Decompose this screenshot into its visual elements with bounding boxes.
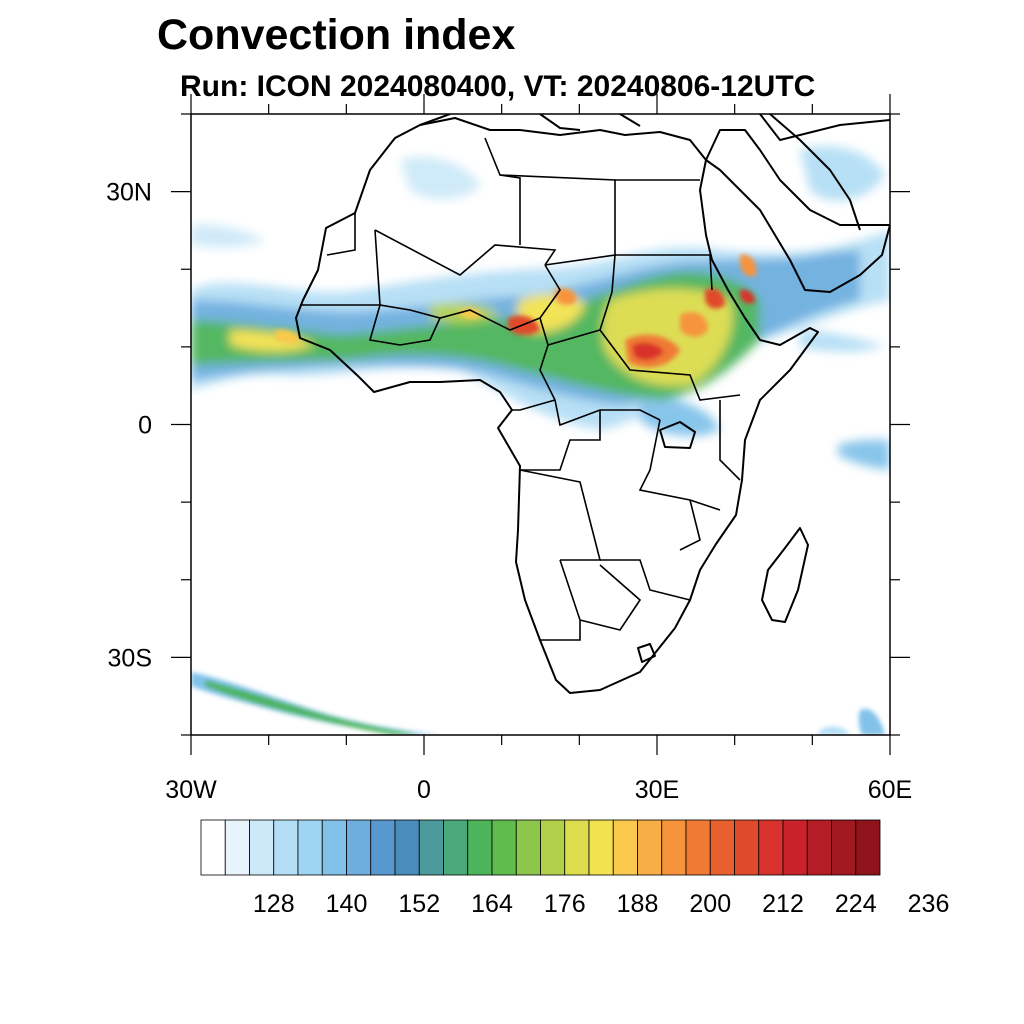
colorbar bbox=[200, 819, 881, 876]
colorbar-swatch bbox=[491, 819, 517, 876]
x-tick-label: 60E bbox=[868, 776, 912, 804]
x-tick-label: 0 bbox=[417, 776, 431, 804]
y-tick-label: 30N bbox=[106, 179, 152, 207]
colorbar-swatch bbox=[515, 819, 541, 876]
country-borders bbox=[300, 137, 741, 641]
colorbar-swatch bbox=[370, 819, 396, 876]
colorbar-label: 164 bbox=[471, 890, 513, 918]
colorbar-swatch bbox=[855, 819, 881, 876]
coastlines bbox=[295, 114, 890, 694]
x-tick-label: 30E bbox=[635, 776, 679, 804]
colorbar-swatch bbox=[734, 819, 760, 876]
colorbar-label: 140 bbox=[326, 890, 368, 918]
axis-ticks bbox=[171, 94, 910, 755]
colorbar-swatch bbox=[637, 819, 663, 876]
colorbar-swatch bbox=[709, 819, 735, 876]
colorbar-swatch bbox=[273, 819, 299, 876]
colorbar-label: 152 bbox=[398, 890, 440, 918]
colorbar-swatch bbox=[661, 819, 687, 876]
y-axis-labels: 30N 0 30S bbox=[106, 179, 152, 673]
colorbar-swatch bbox=[806, 819, 832, 876]
colorbar-swatch bbox=[249, 819, 275, 876]
colorbar-swatch bbox=[564, 819, 590, 876]
y-tick-label: 30S bbox=[108, 644, 152, 672]
colorbar-label: 200 bbox=[689, 890, 731, 918]
x-tick-label: 30W bbox=[165, 776, 217, 804]
colorbar-label: 236 bbox=[908, 890, 950, 918]
map-subtitle: Run: ICON 2024080400, VT: 20240806-12UTC bbox=[180, 70, 816, 103]
colorbar-label: 176 bbox=[544, 890, 586, 918]
map-title: Convection index bbox=[157, 11, 516, 59]
colorbar-label: 212 bbox=[762, 890, 804, 918]
colorbar-label: 188 bbox=[617, 890, 659, 918]
colorbar-swatch bbox=[418, 819, 444, 876]
colorbar-swatch bbox=[297, 819, 323, 876]
colorbar-swatch bbox=[540, 819, 566, 876]
colorbar-swatch bbox=[831, 819, 857, 876]
colorbar-swatch bbox=[782, 819, 808, 876]
colorbar-labels: 128 140 152 164 176 188 200 212 224 236 bbox=[253, 890, 949, 918]
convection-field bbox=[191, 146, 890, 735]
colorbar-label: 224 bbox=[835, 890, 877, 918]
colorbar-swatch bbox=[394, 819, 420, 876]
colorbar-swatch bbox=[321, 819, 347, 876]
x-axis-labels: 30W 0 30E 60E bbox=[165, 776, 912, 804]
colorbar-swatch bbox=[588, 819, 614, 876]
colorbar-swatch bbox=[224, 819, 250, 876]
y-tick-label: 0 bbox=[138, 412, 152, 440]
colorbar-swatch bbox=[758, 819, 784, 876]
colorbar-swatch bbox=[346, 819, 372, 876]
colorbar-swatch bbox=[443, 819, 469, 876]
colorbar-swatch bbox=[612, 819, 638, 876]
colorbar-label: 128 bbox=[253, 890, 295, 918]
colorbar-swatch bbox=[467, 819, 493, 876]
colorbar-swatch bbox=[685, 819, 711, 876]
colorbar-swatch bbox=[200, 819, 226, 876]
